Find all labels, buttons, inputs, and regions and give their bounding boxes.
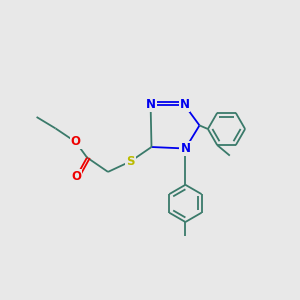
Text: O: O [71, 170, 82, 183]
Text: N: N [179, 98, 190, 112]
Text: N: N [180, 142, 190, 155]
Text: N: N [146, 98, 156, 112]
Text: O: O [70, 135, 81, 148]
Text: S: S [126, 155, 135, 168]
